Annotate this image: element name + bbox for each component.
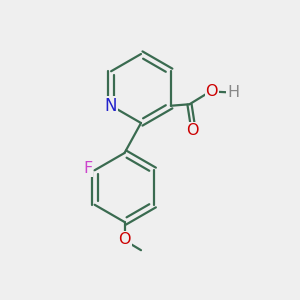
Text: O: O [118,232,131,247]
Text: O: O [186,123,199,138]
Text: O: O [206,84,218,99]
Text: H: H [227,85,239,100]
Text: N: N [105,97,117,115]
Text: F: F [83,161,93,176]
